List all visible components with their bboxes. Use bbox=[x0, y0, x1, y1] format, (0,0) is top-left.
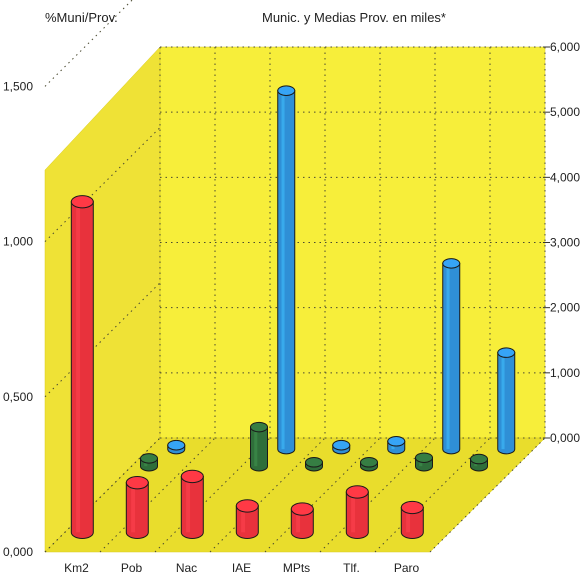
bar-s0-MPts-top bbox=[290, 502, 314, 516]
bar-s2-Paro-highlight bbox=[501, 352, 505, 450]
bar-s2-Nac bbox=[277, 85, 296, 455]
bar-s2-Tlf.-body bbox=[442, 262, 461, 455]
bar-s1-Paro bbox=[470, 453, 488, 472]
bar-s1-Km2 bbox=[140, 453, 158, 472]
bar-s1-Tlf. bbox=[415, 452, 433, 472]
bar-s0-Paro-top bbox=[400, 500, 424, 515]
bar-s2-MPts bbox=[387, 436, 406, 455]
bar-s1-Km2-top bbox=[140, 453, 158, 464]
bar-s0-Nac-body bbox=[180, 475, 204, 539]
right-axis-tick-label: 5,000 bbox=[550, 105, 580, 119]
bar-s2-Km2-top bbox=[167, 439, 186, 451]
bar-s0-Pob-top bbox=[125, 475, 149, 490]
bar-s1-Nac bbox=[250, 421, 268, 472]
bar-s2-Km2 bbox=[167, 439, 186, 455]
bar-s2-Tlf. bbox=[442, 258, 461, 455]
right-axis-tick-label: 1,000 bbox=[550, 366, 580, 380]
left-axis-tick-label: 1,500 bbox=[3, 79, 33, 93]
bar-s0-Pob bbox=[125, 475, 149, 539]
bar-s2-Tlf.-top bbox=[442, 258, 461, 269]
bar-s0-Km2 bbox=[70, 195, 94, 539]
bar-s2-Nac-body bbox=[277, 90, 296, 455]
right-axis-tick-label: 4,000 bbox=[550, 170, 580, 184]
bar-s0-Nac-top bbox=[180, 469, 204, 484]
right-axis-tick-label: 6,000 bbox=[550, 40, 580, 54]
axes: 0,0000,5001,0001,5002,0002,5000,0001,000… bbox=[3, 40, 580, 575]
right-axis-title: Munic. y Medias Prov. en miles* bbox=[262, 10, 446, 25]
bar-s0-MPts-highlight bbox=[296, 509, 301, 533]
bar-s2-MPts-top bbox=[387, 436, 406, 447]
bar-s1-Nac-body bbox=[250, 426, 268, 472]
bar-s2-Paro-body bbox=[497, 352, 516, 455]
bar-s0-IAE-highlight bbox=[241, 505, 246, 533]
bar-s2-Paro bbox=[497, 347, 516, 455]
bar-s1-Paro-top bbox=[470, 453, 488, 465]
bar-s2-Paro-top bbox=[497, 347, 516, 358]
bar-s0-Tlf.-body bbox=[345, 491, 369, 539]
left-axis-tick-label: 0,000 bbox=[3, 545, 33, 559]
bar-s0-Paro bbox=[400, 500, 424, 539]
right-axis-tick-label: 0,000 bbox=[550, 431, 580, 445]
bar-s0-Tlf. bbox=[345, 485, 369, 539]
left-axis-tick-label: 1,000 bbox=[3, 235, 33, 249]
bar-s0-Nac bbox=[180, 469, 204, 539]
bar-s1-Nac-top bbox=[250, 421, 268, 433]
bar-s2-IAE bbox=[332, 439, 351, 455]
bar-s0-Tlf.-highlight bbox=[351, 491, 356, 533]
bar-s0-Nac-highlight bbox=[186, 476, 191, 533]
bar-s2-Tlf.-highlight bbox=[446, 263, 450, 450]
bar-s1-Nac-highlight bbox=[254, 427, 258, 467]
bar-s1-Tlf.-top bbox=[415, 452, 433, 463]
bar-s0-IAE-top bbox=[235, 499, 259, 513]
bar-s1-IAE bbox=[305, 457, 323, 472]
category-label: Tlf. bbox=[343, 561, 360, 575]
bar-s0-IAE bbox=[235, 499, 259, 539]
bar-s0-Km2-highlight bbox=[76, 201, 81, 533]
bar-s0-Km2-top bbox=[70, 195, 94, 209]
bar-s0-Pob-highlight bbox=[131, 482, 136, 533]
bar-s0-Paro-highlight bbox=[406, 507, 411, 533]
bars bbox=[70, 85, 516, 539]
category-label: IAE bbox=[232, 561, 251, 575]
bar-s0-Pob-body bbox=[125, 482, 149, 539]
bar-s2-Nac-top bbox=[277, 85, 296, 96]
left-axis-tick-label: 0,500 bbox=[3, 390, 33, 404]
category-label: MPts bbox=[283, 561, 310, 575]
bar-s1-IAE-top bbox=[305, 457, 323, 468]
bar-s2-IAE-top bbox=[332, 439, 351, 451]
bar-s1-MPts-top bbox=[360, 457, 378, 468]
category-label: Pob bbox=[121, 561, 143, 575]
bar-s0-Tlf.-top bbox=[345, 485, 369, 499]
category-label: Nac bbox=[176, 561, 197, 575]
right-axis-tick-label: 3,000 bbox=[550, 236, 580, 250]
left-axis-title: %Muni/Prov. bbox=[45, 10, 118, 25]
bar-s0-MPts bbox=[290, 502, 314, 539]
right-axis-tick-label: 2,000 bbox=[550, 301, 580, 315]
bar-s1-MPts bbox=[360, 457, 378, 472]
category-label: Paro bbox=[394, 561, 420, 575]
bar-s0-Km2-body bbox=[70, 201, 94, 539]
category-label: Km2 bbox=[64, 561, 89, 575]
bar-s2-Nac-highlight bbox=[281, 90, 285, 450]
